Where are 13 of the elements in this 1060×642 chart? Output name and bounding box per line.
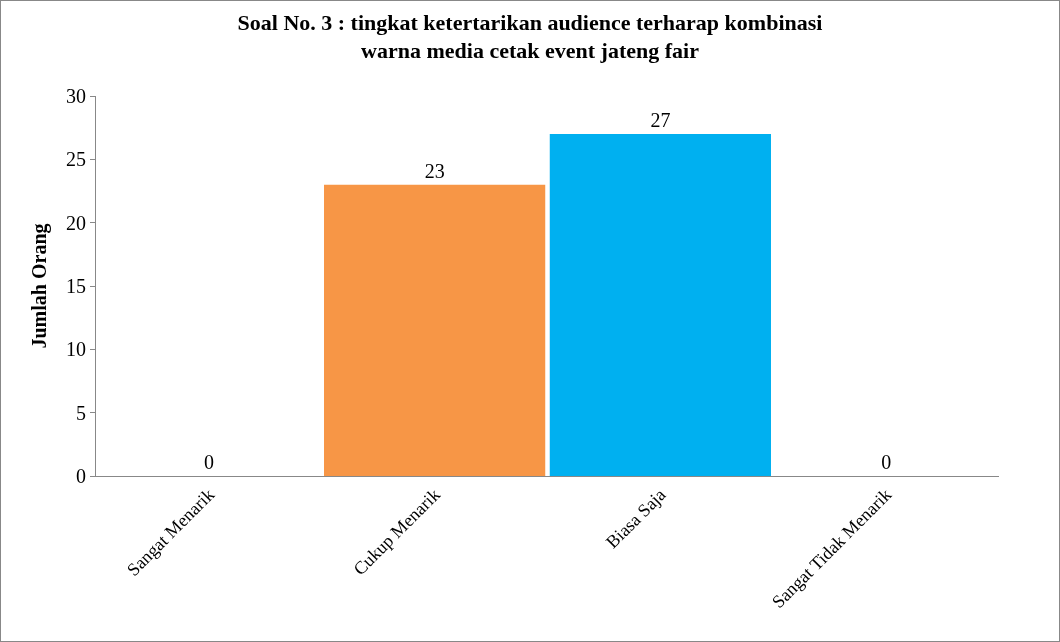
y-tick-label: 30: [66, 85, 86, 107]
y-axis-title: Jumlah Orang: [28, 223, 51, 349]
data-label: 0: [881, 451, 892, 473]
y-tick-label: 10: [66, 338, 86, 361]
data-label: 23: [424, 159, 445, 182]
y-tick-label: 15: [66, 275, 86, 297]
y-tick-label: 5: [76, 401, 86, 424]
data-label: 0: [203, 451, 214, 473]
chart-title: Soal No. 3 : tingkat ketertarikan audience terharap kombinasi warna media cetak event jateng fair: [237, 9, 823, 64]
y-tick-label: 25: [66, 148, 86, 171]
y-tick-label: 0: [76, 465, 86, 487]
data-label: 27: [650, 109, 671, 131]
y-tick-label: 20: [66, 211, 86, 234]
